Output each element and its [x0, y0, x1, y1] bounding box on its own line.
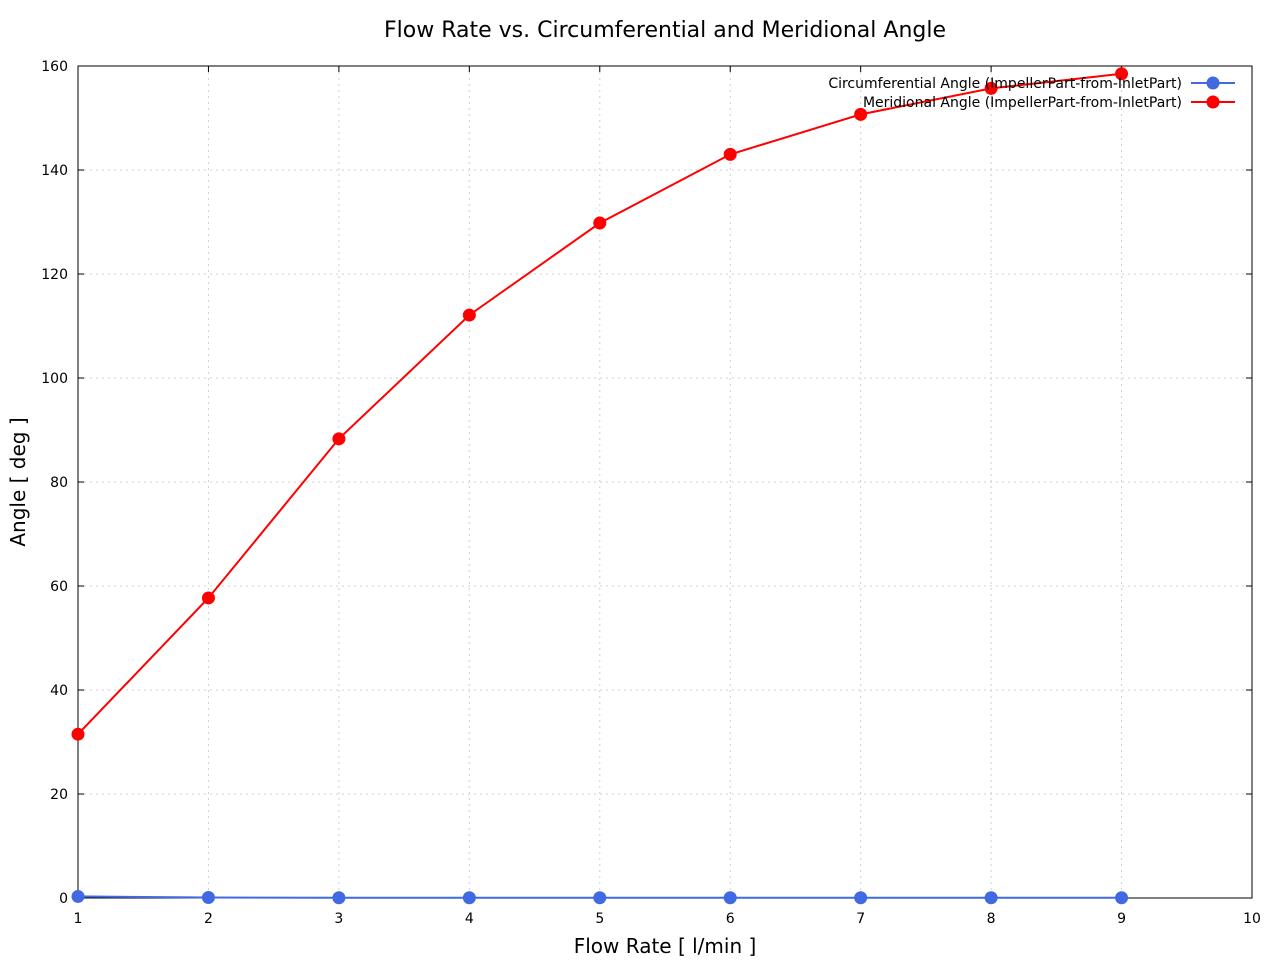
series-1-point	[593, 216, 607, 230]
y-tick-label: 100	[41, 371, 68, 387]
series-1-point	[332, 432, 346, 446]
series-0-point	[984, 891, 998, 905]
series-0-point	[71, 889, 85, 903]
x-tick-label: 7	[856, 911, 865, 927]
legend-swatch-marker	[1206, 95, 1220, 109]
legend-label: Meridional Angle (ImpellerPart-from-Inle…	[863, 95, 1182, 111]
x-tick-label: 8	[987, 911, 996, 927]
series-0-point	[332, 891, 346, 905]
series-0-point	[201, 890, 215, 904]
y-tick-label: 140	[41, 163, 68, 179]
x-tick-label: 4	[465, 911, 474, 927]
series-0-point	[1115, 891, 1129, 905]
x-tick-label: 6	[726, 911, 735, 927]
series-1-point	[201, 591, 215, 605]
y-tick-label: 160	[41, 59, 68, 75]
x-tick-label: 10	[1243, 911, 1261, 927]
x-tick-label: 3	[334, 911, 343, 927]
x-axis-label: Flow Rate [ l/min ]	[574, 934, 757, 958]
legend: Circumferential Angle (ImpellerPart-from…	[828, 76, 1235, 111]
series-1-point	[71, 727, 85, 741]
grid	[78, 66, 1252, 898]
series-0-point	[462, 891, 476, 905]
y-axis-label: Angle [ deg ]	[6, 417, 30, 546]
series-1-point	[984, 81, 998, 95]
series-1-point	[854, 107, 868, 121]
y-tick-label: 80	[50, 475, 68, 491]
series-1-point	[723, 147, 737, 161]
series-0-point	[854, 891, 868, 905]
y-tick-label: 20	[50, 787, 68, 803]
legend-swatch-marker	[1206, 76, 1220, 90]
x-tick-label: 9	[1117, 911, 1126, 927]
chart-title: Flow Rate vs. Circumferential and Meridi…	[384, 18, 946, 43]
x-tick-label: 2	[204, 911, 213, 927]
series	[71, 67, 1129, 905]
y-tick-label: 120	[41, 267, 68, 283]
x-tick-label: 5	[595, 911, 604, 927]
series-1-point	[1115, 67, 1129, 81]
x-tick-label: 1	[74, 911, 83, 927]
y-tick-label: 0	[59, 891, 68, 907]
y-tick-label: 40	[50, 683, 68, 699]
series-1-point	[462, 308, 476, 322]
legend-label: Circumferential Angle (ImpellerPart-from…	[828, 76, 1182, 92]
series-0-point	[723, 891, 737, 905]
series-0-point	[593, 891, 607, 905]
y-tick-label: 60	[50, 579, 68, 595]
